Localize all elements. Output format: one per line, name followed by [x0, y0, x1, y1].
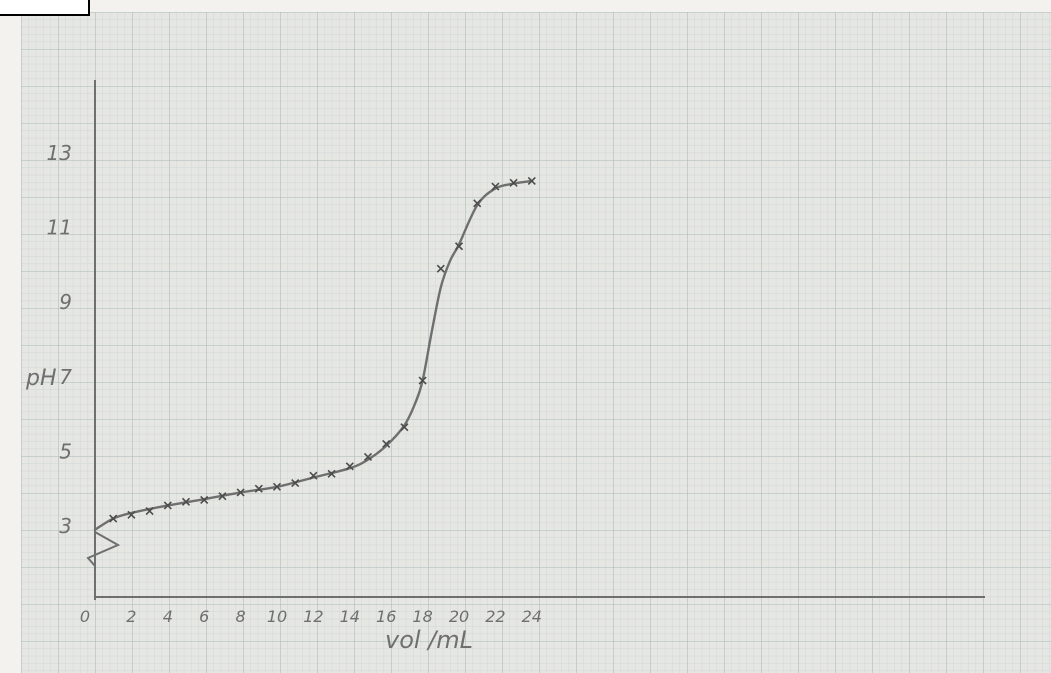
x-axis-label: vol /mL [385, 626, 473, 654]
x-tick-label: 14 [340, 607, 360, 626]
x-tick-label: 24 [522, 607, 542, 626]
y-tick-label: 9 [59, 290, 72, 314]
data-point-marker [145, 507, 154, 516]
x-tick-label: 22 [485, 607, 505, 626]
x-tick-label: 20 [449, 607, 469, 626]
data-point-marker [363, 452, 373, 462]
data-point-marker [418, 376, 427, 385]
data-points [109, 176, 536, 523]
data-point-marker [509, 178, 518, 187]
y-axis-label: pH [25, 366, 57, 391]
data-point-marker [163, 501, 172, 510]
x-tick-label: 4 [163, 607, 173, 626]
y-tick-label: 5 [59, 439, 72, 463]
x-tick-label: 12 [303, 607, 323, 626]
y-tick-label: 13 [47, 141, 72, 165]
data-point-marker [200, 495, 209, 504]
data-point-marker [218, 492, 227, 501]
data-point-marker [109, 514, 118, 523]
graph-paper-major-grid [21, 12, 1051, 673]
y-tick-labels: 3 5 7 9 11 13 [47, 141, 73, 538]
x-tick-label: 10 [267, 607, 287, 626]
axis-break-symbol [86, 531, 121, 567]
data-point-marker [236, 488, 245, 497]
y-tick-label: 7 [59, 365, 72, 389]
data-point-marker [400, 423, 409, 432]
data-point-marker [327, 469, 336, 478]
x-tick-labels: 0 2 4 6 8 10 12 14 16 18 20 22 24 [80, 607, 542, 626]
x-tick-label: 0 [80, 607, 90, 626]
data-point-marker [127, 510, 136, 519]
data-point-marker [345, 462, 354, 471]
x-tick-label: 2 [126, 607, 136, 626]
data-point-marker [491, 182, 500, 191]
x-tick-label: 8 [236, 607, 246, 626]
y-tick-label: 3 [59, 514, 72, 538]
x-tick-label: 16 [376, 607, 396, 626]
data-point-marker [272, 482, 282, 491]
data-point-marker [309, 471, 318, 480]
x-tick-label: 6 [199, 607, 209, 626]
corner-overlay-box [0, 0, 90, 16]
y-tick-label: 11 [47, 216, 72, 240]
data-point-marker [454, 242, 464, 251]
data-point-marker [527, 176, 536, 186]
x-tick-label: 18 [412, 607, 432, 626]
data-point-marker [254, 484, 263, 493]
data-point-marker [291, 479, 300, 488]
data-point-marker [181, 497, 191, 506]
data-point-marker [382, 439, 391, 449]
data-point-marker [436, 264, 445, 273]
data-point-marker [473, 199, 482, 208]
